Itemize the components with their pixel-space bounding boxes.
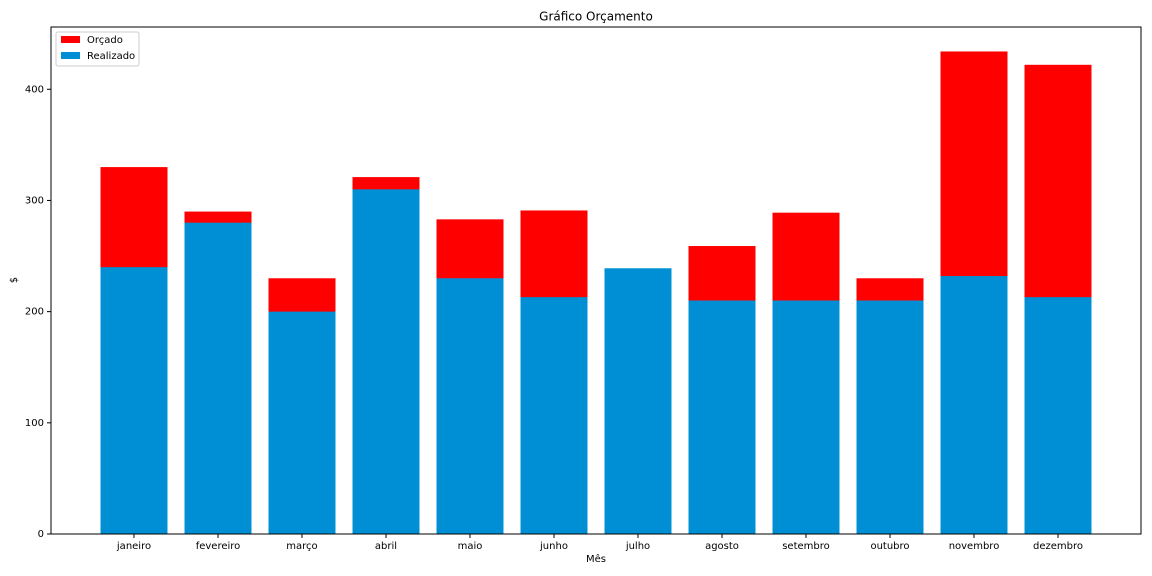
x-tick-label: dezembro [1033,541,1083,552]
bar [352,189,420,534]
bar [772,300,840,534]
x-tick-label: julho [625,541,650,552]
y-tick-label: 0 [38,529,44,540]
legend-label: Orçado [87,35,123,46]
x-tick-label: junho [539,541,568,552]
x-tick-label: outubro [870,541,909,552]
y-tick-label: 400 [25,84,44,95]
bar [100,267,168,534]
x-tick-label: setembro [782,541,830,552]
x-tick-label: janeiro [116,541,151,552]
x-tick-label: abril [375,541,397,552]
legend-swatch [61,36,80,43]
y-tick-label: 200 [25,307,44,318]
bar [184,222,252,534]
x-tick-label: fevereiro [196,541,241,552]
y-axis-label: $ [9,277,20,283]
bar [1024,297,1092,534]
y-tick-label: 300 [25,195,44,206]
x-axis-label: Mês [586,553,606,565]
bar [688,300,756,534]
x-tick-label: março [286,541,317,552]
bar [604,268,672,534]
plot-frame [50,26,1142,535]
bar [856,300,924,534]
x-tick-label: agosto [705,541,739,552]
x-tick-label: maio [458,541,483,552]
chart-title: Gráfico Orçamento [539,10,653,24]
legend-label: Realizado [87,51,135,62]
legend-swatch [61,52,80,59]
bar [520,297,588,534]
bar [268,311,336,534]
bar [940,276,1008,534]
bar [436,278,504,534]
y-tick-label: 100 [25,418,44,429]
x-tick-label: novembro [949,541,1000,552]
